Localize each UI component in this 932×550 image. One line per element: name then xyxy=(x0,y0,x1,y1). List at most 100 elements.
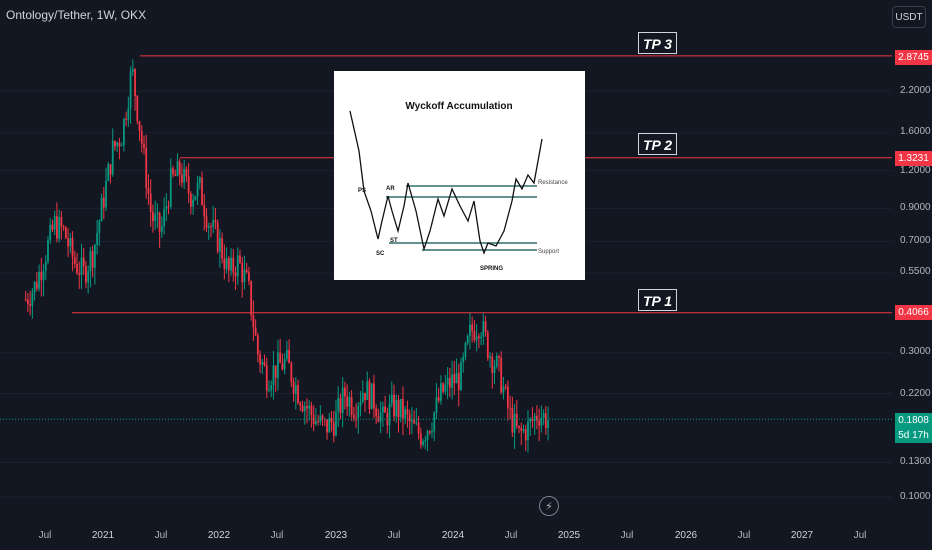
candle xyxy=(214,208,217,230)
currency-button[interactable]: USDT xyxy=(892,6,926,28)
candle xyxy=(165,193,168,222)
candle xyxy=(210,222,212,238)
x-tick: Jul xyxy=(154,530,168,541)
y-tick: 0.3000 xyxy=(900,346,931,357)
candle xyxy=(335,399,337,437)
candle xyxy=(431,422,433,438)
candle xyxy=(152,204,154,233)
candle xyxy=(515,399,518,429)
candle xyxy=(250,280,253,321)
candle xyxy=(174,169,177,177)
candle xyxy=(279,338,282,364)
candle xyxy=(292,377,295,402)
x-tick: 2026 xyxy=(674,530,698,541)
candle xyxy=(455,358,458,384)
candle xyxy=(397,395,400,433)
candle xyxy=(433,411,436,442)
candle xyxy=(373,374,375,419)
candle xyxy=(544,405,547,435)
candle xyxy=(49,217,52,245)
candle xyxy=(428,430,431,436)
candle xyxy=(520,422,523,446)
candle xyxy=(466,334,469,346)
candle xyxy=(47,235,49,265)
candle xyxy=(399,398,402,423)
candle xyxy=(261,358,264,374)
candle xyxy=(368,378,371,414)
candle xyxy=(96,219,99,255)
candle xyxy=(216,219,219,254)
candle xyxy=(332,410,335,443)
candle xyxy=(350,390,353,421)
candle xyxy=(236,247,239,285)
candle xyxy=(140,125,143,153)
candle xyxy=(500,351,503,395)
candle xyxy=(252,300,255,341)
wyckoff-inset: Wyckoff Accumulation PS AR ST SC SPRING … xyxy=(334,71,585,280)
x-tick: 2025 xyxy=(557,530,581,541)
candle xyxy=(498,354,500,372)
candle xyxy=(469,312,471,350)
candle xyxy=(361,380,364,404)
candle xyxy=(172,165,174,178)
candle xyxy=(395,394,398,423)
candle xyxy=(67,228,69,257)
x-tick: Jul xyxy=(737,530,751,541)
x-tick: Jul xyxy=(504,530,518,541)
candle xyxy=(111,128,114,177)
candle xyxy=(344,381,346,410)
y-tick: 0.2200 xyxy=(900,388,931,399)
candle xyxy=(529,416,532,436)
candle xyxy=(491,352,494,389)
candle xyxy=(506,380,509,421)
candle xyxy=(364,392,366,413)
candle xyxy=(489,352,491,368)
candle xyxy=(239,249,241,264)
candle xyxy=(533,412,536,435)
candle xyxy=(56,202,58,243)
candle xyxy=(453,361,456,396)
candle xyxy=(218,229,221,268)
x-tick: 2021 xyxy=(91,530,115,541)
candle xyxy=(326,419,328,440)
ar-label: AR xyxy=(386,186,395,192)
candle xyxy=(355,403,357,429)
inset-title: Wyckoff Accumulation xyxy=(405,101,512,112)
candle xyxy=(341,377,344,428)
spring-label: SPRING xyxy=(480,266,503,272)
candle xyxy=(185,166,188,182)
candle xyxy=(337,386,340,427)
candle xyxy=(321,413,324,427)
candle xyxy=(328,412,331,433)
candle xyxy=(143,135,145,155)
candle xyxy=(270,380,273,398)
candle xyxy=(268,380,270,393)
candle xyxy=(310,401,313,428)
lightning-icon[interactable]: ⚡ xyxy=(539,496,559,516)
candle xyxy=(301,400,304,413)
candle xyxy=(154,200,157,230)
candle xyxy=(317,414,320,426)
candle xyxy=(536,405,538,430)
candle xyxy=(509,395,512,420)
candle xyxy=(381,401,384,428)
candle xyxy=(24,290,27,302)
candle xyxy=(471,316,474,343)
candle xyxy=(504,384,507,390)
countdown-tag: 5d 17h xyxy=(895,428,932,443)
candle xyxy=(281,353,284,371)
candle xyxy=(40,257,43,297)
candle xyxy=(131,59,134,76)
x-tick: Jul xyxy=(853,530,867,541)
candle xyxy=(417,415,420,440)
candle xyxy=(207,222,210,240)
tp2-price-tag: 1.3231 xyxy=(895,151,932,166)
y-tick: 0.7000 xyxy=(900,235,931,246)
candle xyxy=(167,200,170,215)
candle xyxy=(85,261,87,289)
candle xyxy=(107,161,110,182)
support-label: Support xyxy=(538,249,559,255)
candle xyxy=(451,360,453,400)
